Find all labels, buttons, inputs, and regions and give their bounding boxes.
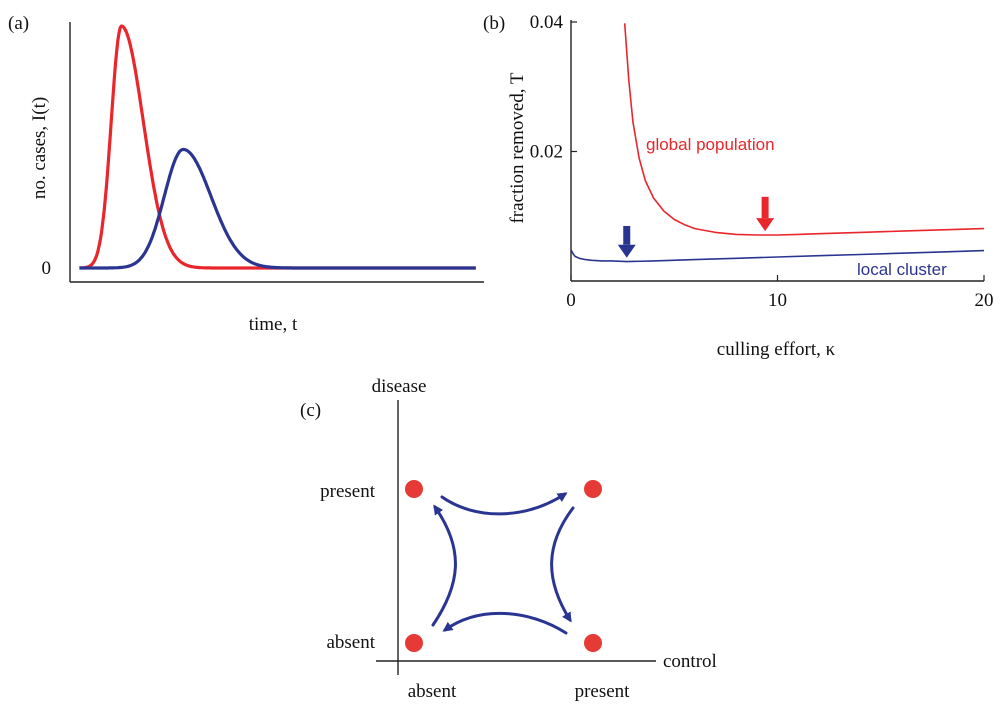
panel-a-curve-red bbox=[79, 24, 477, 270]
panel-a-x-label: time, t bbox=[249, 314, 298, 335]
panel-b-line-global-population bbox=[623, 23, 985, 236]
col-label-present: present bbox=[575, 681, 631, 702]
panel-b-ticks: 0 10 20 0.02 0.04 bbox=[530, 12, 994, 311]
panel-b-y-label: fraction removed, T bbox=[507, 72, 528, 223]
state-dot-absent-present bbox=[405, 480, 423, 498]
series-label-global-population: global population bbox=[646, 135, 775, 154]
panel-b-x-tick-label: 10 bbox=[768, 290, 787, 311]
panel-a-y-label: no. cases, I(t) bbox=[29, 97, 50, 199]
transition-arrow-top bbox=[440, 492, 568, 516]
panel-b-line-local-cluster bbox=[570, 249, 985, 263]
row-label-present: present bbox=[320, 481, 376, 502]
panel-b-arrow-head-blue bbox=[617, 244, 636, 258]
panel-b-arrow-shaft-blue bbox=[623, 225, 631, 245]
panel-a-x-label-text: time, t bbox=[249, 314, 298, 335]
panel-b-y-tick-label: 0.04 bbox=[530, 12, 564, 33]
panel-a-series bbox=[79, 24, 477, 270]
transition-arrow-bottom bbox=[442, 612, 568, 635]
panel-b-y-tick-label: 0.02 bbox=[530, 142, 563, 163]
panel-a: (a) 0 no. cases, I(t) time, t bbox=[8, 13, 484, 335]
state-dot-absent-absent bbox=[405, 634, 423, 652]
panel-a-curve-blue bbox=[79, 147, 477, 270]
panel-b-arrow-head-red bbox=[756, 218, 775, 232]
diagram-x-axis-label: control bbox=[663, 651, 717, 672]
panel-a-y-tick-0: 0 bbox=[42, 258, 52, 279]
panel-b-label: (b) bbox=[483, 13, 505, 34]
panel-c-label: (c) bbox=[300, 400, 321, 421]
series-label-local-cluster: local cluster bbox=[857, 260, 947, 279]
row-label-absent: absent bbox=[326, 632, 375, 653]
panel-b-arrow-shaft-red bbox=[761, 196, 769, 219]
panel-b-x-tick-label: 20 bbox=[975, 290, 994, 311]
transition-arrow-left bbox=[431, 504, 457, 627]
panel-b-x-tick-label: 0 bbox=[566, 290, 576, 311]
transition-arrow-right bbox=[550, 506, 575, 623]
state-dot-present-absent bbox=[584, 634, 602, 652]
panel-a-label: (a) bbox=[8, 13, 29, 34]
panel-b-x-label: culling effort, κ bbox=[717, 339, 836, 360]
panel-b: (b) 0 10 20 0.02 0.04 fraction removed, T cu… bbox=[483, 12, 994, 360]
diagram-y-axis-label: disease bbox=[372, 376, 427, 397]
panel-b-series bbox=[570, 23, 985, 263]
col-label-absent: absent bbox=[408, 681, 457, 702]
state-dot-present-present bbox=[584, 480, 602, 498]
panel-c: (c) disease control present absent absen… bbox=[300, 376, 717, 702]
panel-b-arrows bbox=[617, 196, 775, 258]
